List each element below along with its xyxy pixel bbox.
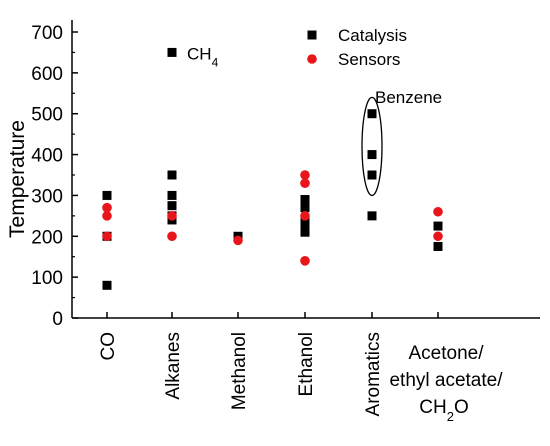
data-point-catalysis xyxy=(433,221,443,231)
x-tick-label: Acetone/ xyxy=(409,343,485,364)
data-point-sensors xyxy=(300,211,310,221)
data-point-catalysis xyxy=(367,109,377,119)
data-point-sensors xyxy=(102,211,112,221)
data-point-sensors xyxy=(300,178,310,188)
data-point-sensors xyxy=(300,255,310,266)
data-point-sensors xyxy=(102,202,112,213)
x-tick-label: Aromatics xyxy=(363,332,384,416)
legend-label-sensors: Sensors xyxy=(338,50,400,69)
annotation-ch4: CH4 xyxy=(187,44,219,69)
data-point-sensors xyxy=(433,206,443,217)
data-point-catalysis xyxy=(300,203,310,213)
data-point-catalysis xyxy=(167,190,177,200)
x-tick-label: Ethanol xyxy=(296,332,317,396)
x-tick-label: Alkanes xyxy=(163,332,184,400)
data-point-catalysis xyxy=(367,150,377,160)
data-point-catalysis xyxy=(167,201,177,211)
benzene-ellipse xyxy=(361,96,383,197)
y-tick-label: 200 xyxy=(31,227,63,248)
y-tick-label: 700 xyxy=(31,23,63,44)
x-tick-label: Methanol xyxy=(229,332,250,410)
y-axis-title: Temperature xyxy=(6,120,29,238)
annotation-benzene: Benzene xyxy=(375,88,442,107)
data-point-sensors xyxy=(102,231,112,242)
y-tick-label: 600 xyxy=(31,64,63,85)
data-point-catalysis xyxy=(300,221,310,231)
x-tick-label: CO xyxy=(98,332,119,361)
x-tick-label: ethyl acetate/ xyxy=(389,370,503,391)
data-point-catalysis xyxy=(367,211,377,221)
data-point-catalysis xyxy=(300,195,310,205)
data-point-catalysis xyxy=(102,280,112,290)
y-tick-label: 400 xyxy=(31,146,63,167)
data-point-catalysis xyxy=(102,190,112,200)
data-point-sensors xyxy=(433,231,443,242)
y-tick-label: 500 xyxy=(31,105,63,126)
data-point-sensors xyxy=(300,170,310,180)
legend-marker-catalysis xyxy=(307,30,317,40)
y-tick-label: 0 xyxy=(52,309,63,330)
data-point-catalysis xyxy=(367,170,377,180)
data-point-catalysis xyxy=(300,227,310,237)
x-tick-label: CH2O xyxy=(419,397,468,424)
legend-label-catalysis: Catalysis xyxy=(338,26,407,45)
data-point-sensors xyxy=(167,211,177,221)
data-point-catalysis xyxy=(167,170,177,180)
data-point-sensors xyxy=(233,235,243,246)
y-tick-label: 300 xyxy=(31,186,63,207)
legend-marker-sensors xyxy=(307,54,317,64)
data-point-sensors xyxy=(167,231,177,242)
y-tick-label: 100 xyxy=(31,268,63,289)
data-point-catalysis xyxy=(433,242,443,251)
data-point-catalysis xyxy=(167,47,177,57)
